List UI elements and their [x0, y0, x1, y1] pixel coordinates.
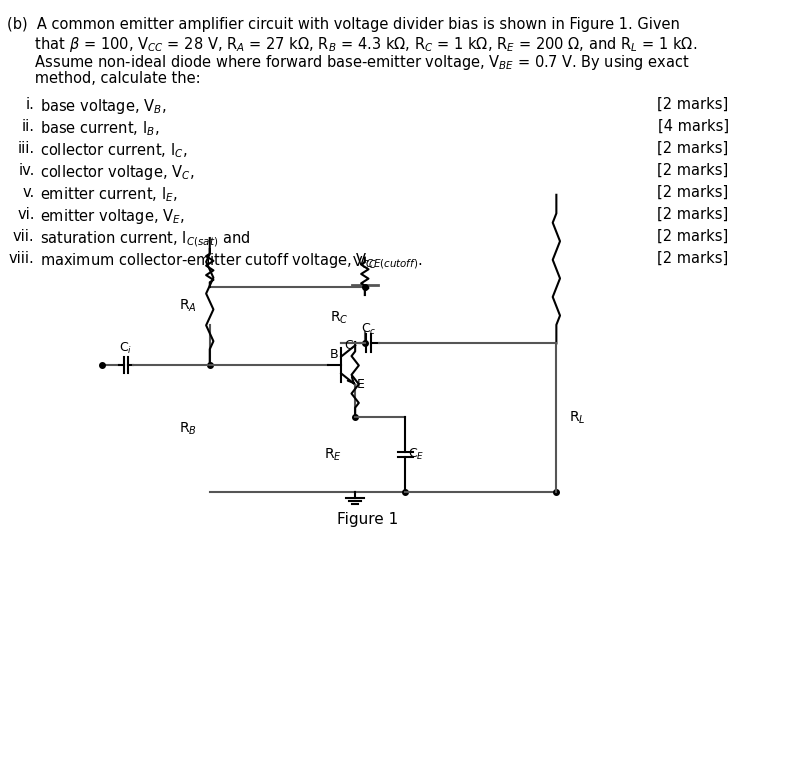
Text: (b)  A common emitter amplifier circuit with voltage divider bias is shown in Fi: (b) A common emitter amplifier circuit w… [7, 17, 680, 32]
Text: [2 marks]: [2 marks] [658, 141, 729, 156]
Text: [2 marks]: [2 marks] [658, 251, 729, 266]
Text: vi.: vi. [17, 207, 35, 222]
Text: collector current, I$_C$,: collector current, I$_C$, [40, 141, 187, 160]
Text: C: C [344, 340, 353, 353]
Text: saturation current, I$_{C(sat)}$ and: saturation current, I$_{C(sat)}$ and [40, 229, 250, 249]
Text: [4 marks]: [4 marks] [658, 119, 729, 134]
Text: [2 marks]: [2 marks] [658, 185, 729, 200]
Text: viii.: viii. [9, 251, 35, 266]
Text: C$_c$: C$_c$ [362, 322, 377, 337]
Text: base voltage, V$_B$,: base voltage, V$_B$, [40, 97, 166, 116]
Text: maximum collector-emitter cutoff voltage, V$_{CE(cutoff)}$.: maximum collector-emitter cutoff voltage… [40, 251, 423, 270]
Text: R$_L$: R$_L$ [569, 409, 586, 426]
Text: E: E [357, 378, 365, 391]
Text: R$_A$: R$_A$ [179, 298, 197, 314]
Text: v.: v. [23, 185, 35, 200]
Text: V$_{CC}$: V$_{CC}$ [352, 255, 378, 271]
Text: emitter voltage, V$_E$,: emitter voltage, V$_E$, [40, 207, 185, 226]
Text: iv.: iv. [19, 163, 35, 178]
Text: C$_E$: C$_E$ [408, 447, 424, 462]
Text: collector voltage, V$_C$,: collector voltage, V$_C$, [40, 163, 194, 182]
Text: i.: i. [26, 97, 35, 112]
Text: iii.: iii. [18, 141, 35, 156]
Text: R$_E$: R$_E$ [324, 446, 342, 462]
Text: [2 marks]: [2 marks] [658, 229, 729, 244]
Text: R$_C$: R$_C$ [330, 309, 349, 326]
Text: ii.: ii. [22, 119, 35, 134]
Text: R$_B$: R$_B$ [179, 420, 197, 437]
Text: B: B [330, 348, 339, 361]
Text: vii.: vii. [13, 229, 35, 244]
Text: C$_i$: C$_i$ [119, 341, 132, 356]
Text: [2 marks]: [2 marks] [658, 207, 729, 222]
Text: method, calculate the:: method, calculate the: [7, 71, 201, 86]
Text: Assume non-ideal diode where forward base-emitter voltage, V$_{BE}$ = 0.7 V. By : Assume non-ideal diode where forward bas… [7, 53, 690, 72]
Text: that $\beta$ = 100, V$_{CC}$ = 28 V, R$_A$ = 27 k$\Omega$, R$_B$ = 4.3 k$\Omega$: that $\beta$ = 100, V$_{CC}$ = 28 V, R$_… [7, 35, 697, 54]
Text: [2 marks]: [2 marks] [658, 97, 729, 112]
Text: base current, I$_B$,: base current, I$_B$, [40, 119, 160, 138]
Text: [2 marks]: [2 marks] [658, 163, 729, 178]
Text: emitter current, I$_E$,: emitter current, I$_E$, [40, 185, 178, 204]
Text: Figure 1: Figure 1 [337, 512, 398, 527]
